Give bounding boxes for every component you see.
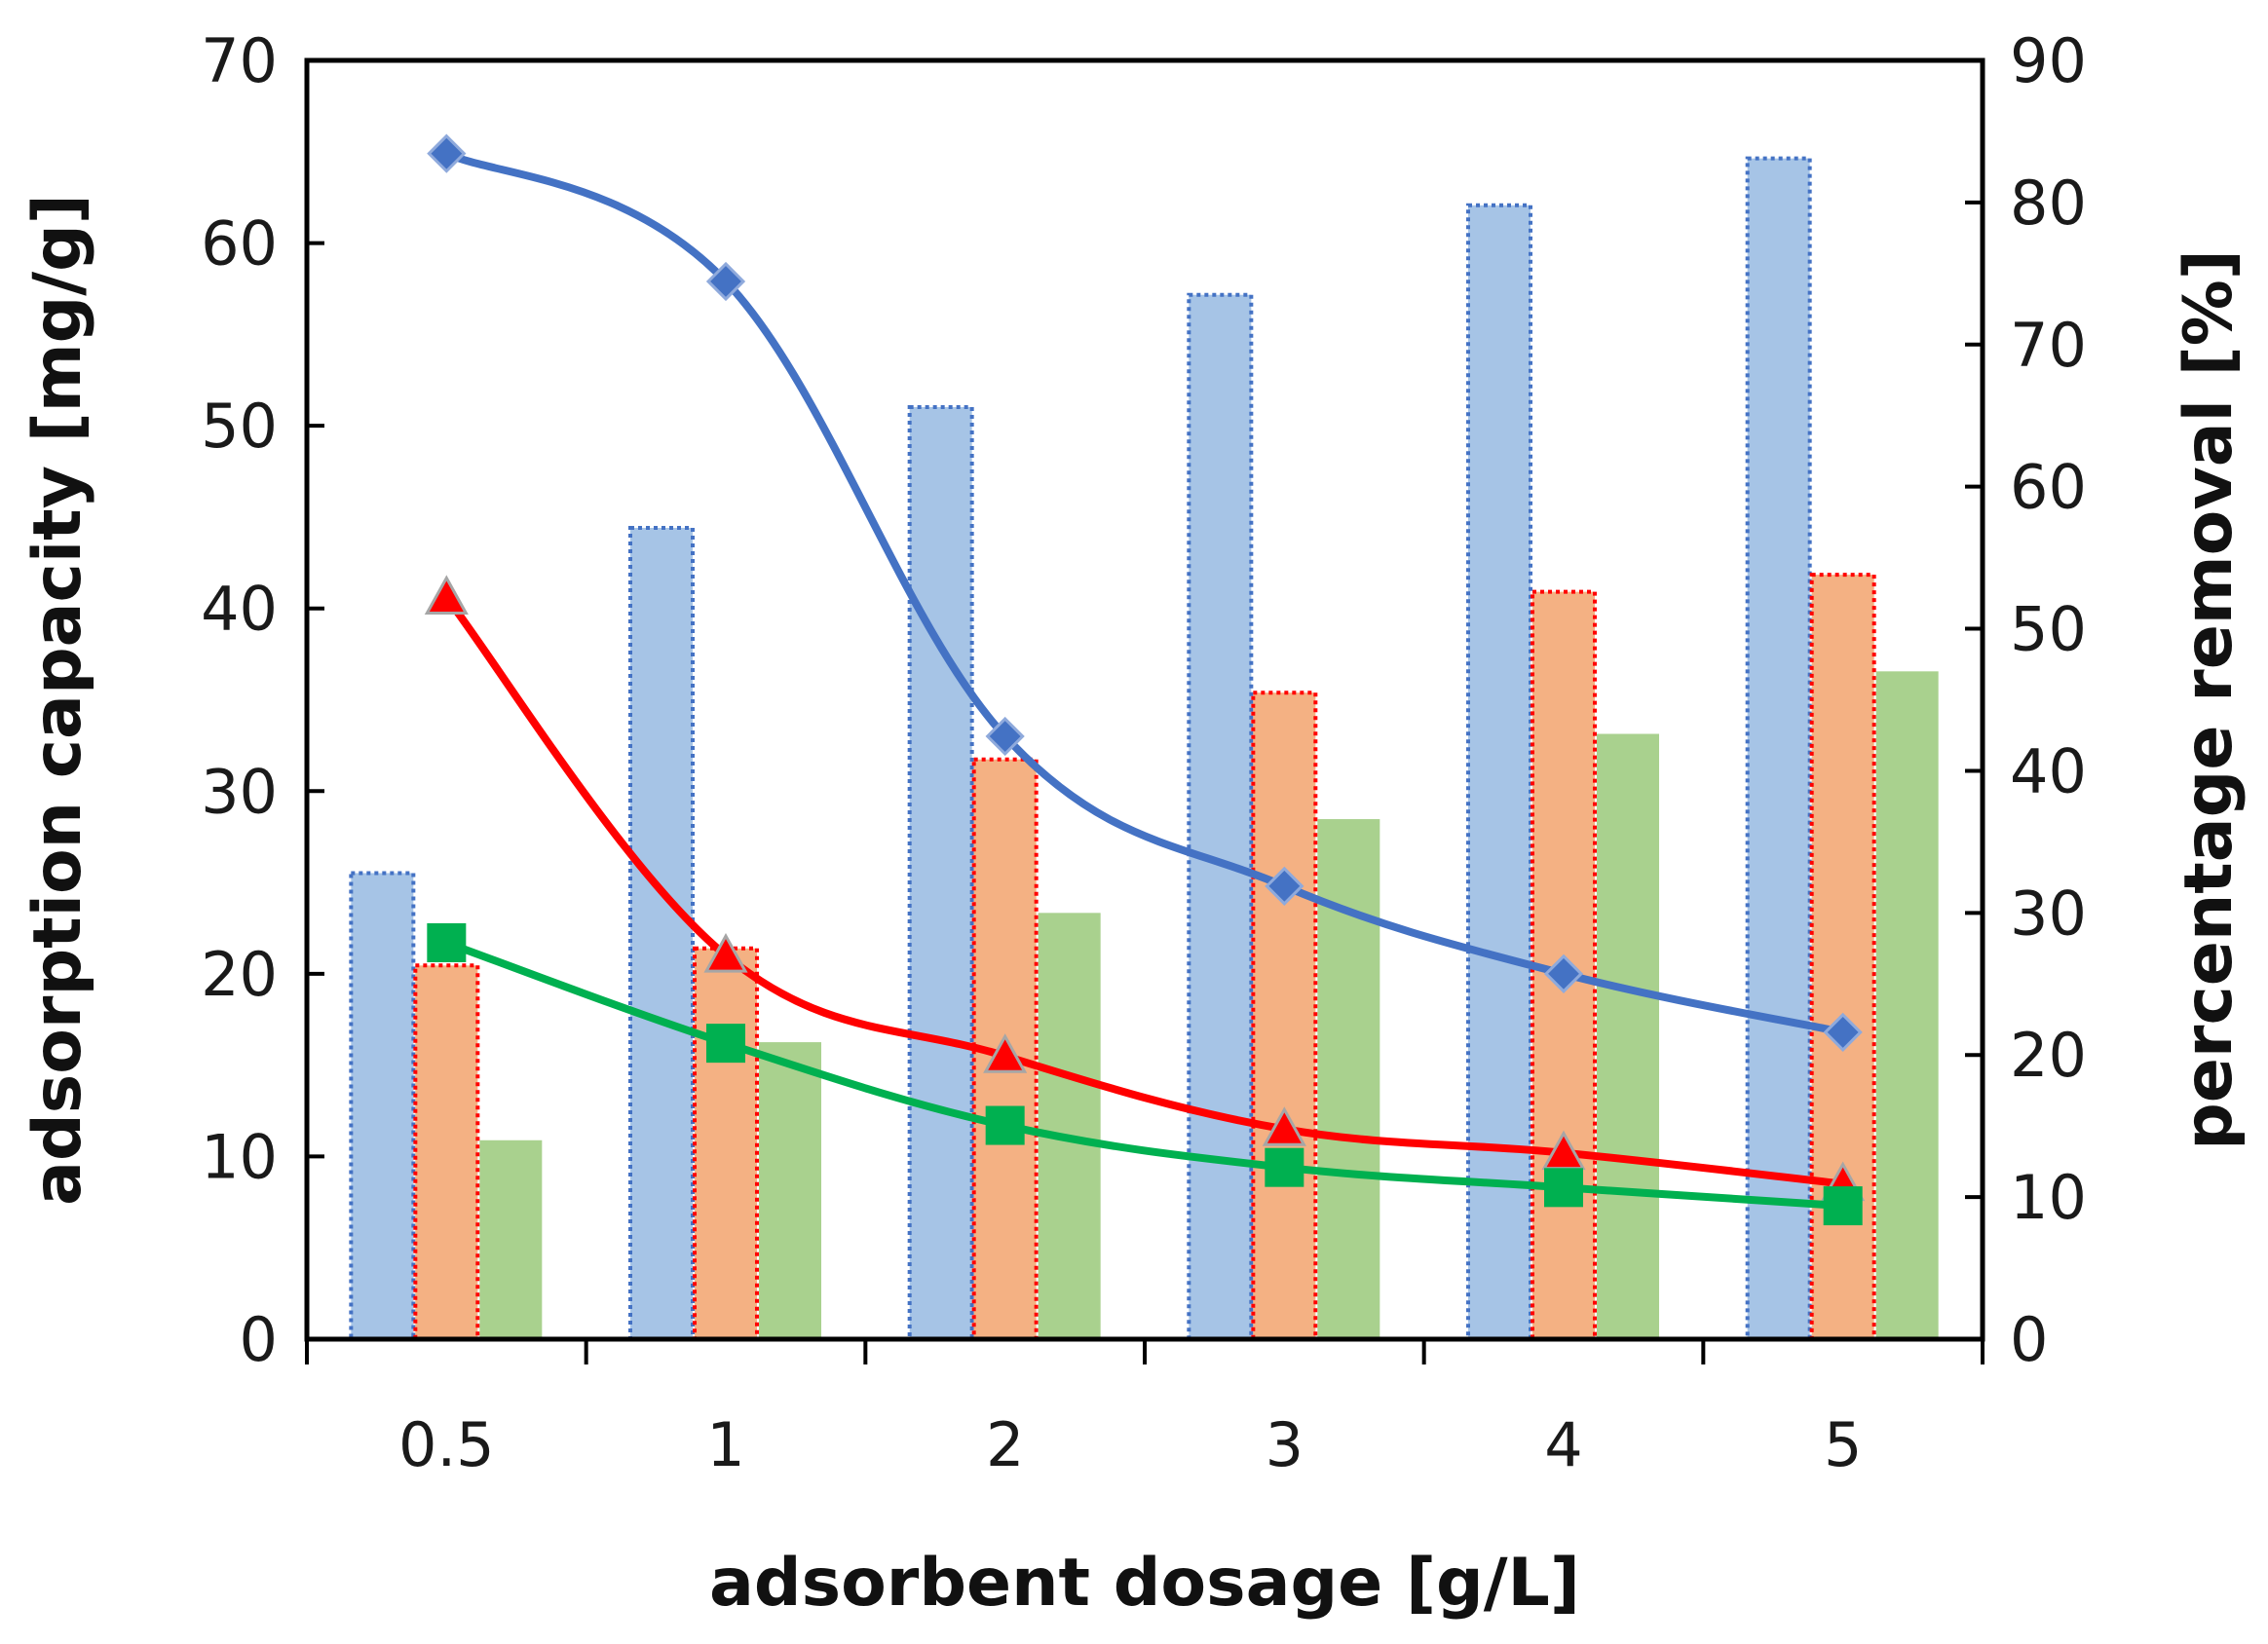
line-series1 bbox=[442, 149, 1847, 1036]
marker-series3-4 bbox=[1544, 1168, 1583, 1208]
marker-series3-5 bbox=[1823, 1186, 1863, 1226]
x-tick-label-3: 3 bbox=[1266, 1409, 1304, 1480]
marker-series1-5 bbox=[1823, 1012, 1863, 1053]
marker-series1-2 bbox=[985, 716, 1025, 757]
marker-series1-1 bbox=[705, 261, 746, 302]
x-tick-label-2: 2 bbox=[986, 1409, 1024, 1480]
x-tick-label-4: 4 bbox=[1544, 1409, 1582, 1480]
marker-series3-1 bbox=[706, 1024, 745, 1064]
marker-series3-2 bbox=[985, 1105, 1025, 1145]
marker-series1-3 bbox=[1265, 866, 1304, 906]
y-tick-label-0: 0 bbox=[240, 1304, 278, 1375]
y2-tick-label-6: 60 bbox=[2010, 452, 2087, 523]
y2-tick-label-0: 0 bbox=[2010, 1304, 2048, 1375]
y2-tick-label-9: 90 bbox=[2010, 25, 2087, 96]
y-tick-label-2: 20 bbox=[201, 939, 278, 1010]
bar-series1-1 bbox=[628, 525, 695, 1341]
y-tick-label-1: 10 bbox=[201, 1121, 278, 1192]
bar-series3-1 bbox=[759, 1042, 821, 1339]
y2-tick-label-8: 80 bbox=[2010, 168, 2087, 239]
marker-series2-2 bbox=[983, 1033, 1028, 1073]
y2-axis-title: percentage removal [%] bbox=[2171, 249, 2248, 1150]
marker-series1-4 bbox=[1543, 953, 1584, 993]
marker-series3-0 bbox=[427, 922, 467, 962]
y2-tick-label-3: 30 bbox=[2010, 878, 2087, 949]
y2-tick-label-1: 10 bbox=[2010, 1162, 2087, 1233]
y2-tick-label-7: 70 bbox=[2010, 310, 2087, 381]
y-tick-label-4: 40 bbox=[201, 574, 278, 645]
bar-series3-5 bbox=[1875, 671, 1939, 1339]
bar-series2-1 bbox=[693, 946, 759, 1341]
x-tick-label-5: 5 bbox=[1824, 1409, 1862, 1480]
bar-series1-3 bbox=[1187, 292, 1254, 1341]
y2-tick-label-2: 20 bbox=[2010, 1020, 2087, 1091]
y-axis-title: adsorption capacity [mg/g] bbox=[19, 194, 96, 1206]
y2-tick-label-4: 40 bbox=[2010, 735, 2087, 806]
bar-series2-3 bbox=[1251, 691, 1318, 1341]
bar-series1-0 bbox=[349, 871, 416, 1341]
marker-series2-0 bbox=[424, 575, 469, 615]
y2-tick-label-5: 50 bbox=[2010, 594, 2087, 665]
line-series2 bbox=[442, 593, 1847, 1188]
y-tick-label-7: 70 bbox=[201, 25, 278, 96]
bar-series2-0 bbox=[413, 963, 480, 1341]
bar-series3-3 bbox=[1317, 819, 1380, 1339]
marker-series2-3 bbox=[1262, 1106, 1306, 1146]
bar-series1-4 bbox=[1466, 203, 1532, 1342]
marker-series3-3 bbox=[1265, 1147, 1304, 1187]
bar-series3-4 bbox=[1597, 733, 1659, 1339]
x-tick-label-1: 1 bbox=[706, 1409, 744, 1480]
bar-series1-5 bbox=[1745, 156, 1812, 1341]
y-tick-label-6: 60 bbox=[201, 208, 278, 280]
x-axis-title: adsorbent dosage [g/L] bbox=[709, 1545, 1580, 1622]
marker-series1-0 bbox=[427, 133, 467, 173]
marker-series2-1 bbox=[703, 933, 748, 973]
y-tick-label-3: 30 bbox=[201, 756, 278, 827]
bar-series3-0 bbox=[479, 1140, 543, 1339]
bar-series1-2 bbox=[907, 404, 974, 1342]
y-tick-label-5: 50 bbox=[201, 391, 278, 462]
bar-series3-2 bbox=[1038, 913, 1101, 1339]
line-series3 bbox=[442, 938, 1847, 1211]
x-tick-label-0: 0.5 bbox=[398, 1409, 495, 1480]
